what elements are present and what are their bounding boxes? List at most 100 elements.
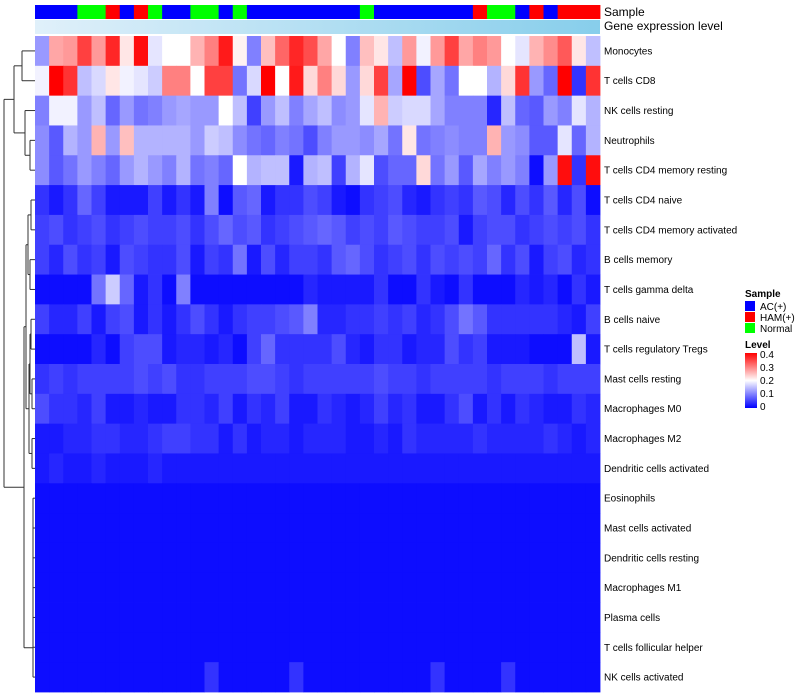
heatmap-cell <box>331 632 347 663</box>
heatmap-cell <box>162 244 177 275</box>
heatmap-cell <box>317 65 333 97</box>
heatmap-cell <box>162 483 177 514</box>
heatmap-cell <box>91 65 107 97</box>
heatmap-cell <box>91 364 107 395</box>
heatmap-cell <box>585 572 601 603</box>
heatmap-cell <box>119 214 135 246</box>
heatmap-cell <box>317 364 333 395</box>
heatmap-cell <box>487 483 502 514</box>
heatmap-cell <box>91 632 107 663</box>
sample-annotation-cell <box>515 5 530 19</box>
gene-expression-annotation-bar <box>35 20 600 34</box>
heatmap-cell <box>402 364 417 395</box>
heatmap-cell <box>35 65 50 97</box>
heatmap-cell <box>162 65 177 97</box>
row-label: T cells CD4 memory resting <box>604 166 727 177</box>
heatmap-cell <box>303 662 318 693</box>
heatmap-cell <box>133 334 149 365</box>
heatmap-cell <box>359 423 375 454</box>
heatmap-cell <box>487 244 502 275</box>
heatmap-cell <box>261 453 276 484</box>
heatmap-cell <box>49 542 64 574</box>
heatmap-cell <box>91 304 107 335</box>
heatmap-cell <box>35 364 50 395</box>
heatmap-cell <box>515 483 530 514</box>
heatmap-cell <box>162 36 177 67</box>
row-dendrogram <box>3 50 35 678</box>
heatmap-cell <box>204 423 220 454</box>
heatmap-cell <box>458 632 474 663</box>
heatmap-cell <box>359 274 375 305</box>
sample-annotation-cell <box>416 5 431 19</box>
heatmap-cell <box>105 155 121 186</box>
heatmap-cell <box>501 602 516 633</box>
heatmap-cell <box>77 453 92 484</box>
heatmap-cell <box>402 304 417 335</box>
heatmap-cell <box>303 36 318 67</box>
heatmap-cell <box>218 364 234 395</box>
heatmap-cell <box>246 274 262 305</box>
heatmap-cell <box>515 423 530 454</box>
sample-annotation-cell <box>105 5 121 19</box>
heatmap-cell <box>77 65 92 97</box>
heatmap-cell <box>105 95 121 126</box>
sample-annotation-cell <box>289 5 304 19</box>
heatmap-cell <box>331 65 347 97</box>
row-label: B cells naive <box>604 315 661 326</box>
heatmap-cell <box>119 453 135 484</box>
heatmap-cell <box>585 65 601 97</box>
heatmap-cell <box>388 542 403 574</box>
heatmap-cell <box>557 542 573 574</box>
heatmap-cell <box>571 214 587 246</box>
row-label: B cells memory <box>604 255 672 266</box>
heatmap-cell <box>232 453 248 484</box>
heatmap-cell <box>331 304 347 335</box>
heatmap-cell <box>77 632 92 663</box>
heatmap-cell <box>529 513 544 544</box>
heatmap-cell <box>529 364 544 395</box>
heatmap-cell <box>289 632 304 663</box>
heatmap-cell <box>543 662 559 693</box>
heatmap-cell <box>190 304 205 335</box>
heatmap-cell <box>275 602 290 633</box>
heatmap-cell <box>571 334 587 365</box>
heatmap-cell <box>289 483 304 514</box>
heatmap-cell <box>190 65 205 97</box>
heatmap-cell <box>162 155 177 186</box>
heatmap-cell <box>49 185 64 216</box>
heatmap-cell <box>105 304 121 335</box>
heatmap-cell <box>162 214 177 246</box>
heatmap-cell <box>162 572 177 603</box>
heatmap-cell <box>317 125 333 156</box>
heatmap-cell <box>190 572 205 603</box>
heatmap-cell <box>148 542 163 574</box>
heatmap-cell <box>571 513 587 544</box>
heatmap-cell <box>430 602 446 633</box>
heatmap-cell <box>176 542 191 574</box>
row-label: Dendritic cells activated <box>604 464 709 475</box>
heatmap-cell <box>416 572 431 603</box>
heatmap-cell <box>119 632 135 663</box>
heatmap-cell <box>119 65 135 97</box>
heatmap-cell <box>444 632 460 663</box>
heatmap-cell <box>275 274 290 305</box>
sample-annotation-cell <box>133 5 149 19</box>
heatmap-cell <box>571 364 587 395</box>
heatmap-cell <box>261 125 276 156</box>
heatmap-cell <box>529 393 544 425</box>
heatmap-cell <box>261 214 276 246</box>
heatmap-cell <box>289 155 304 186</box>
heatmap-cell <box>487 65 502 97</box>
heatmap-cell <box>317 334 333 365</box>
heatmap-cell <box>472 453 488 484</box>
heatmap-cell <box>571 155 587 186</box>
heatmap-cell <box>35 185 50 216</box>
heatmap-cell <box>374 274 389 305</box>
heatmap-cell <box>176 125 191 156</box>
heatmap-cell <box>472 542 488 574</box>
heatmap-cell <box>359 572 375 603</box>
heatmap-cell <box>218 632 234 663</box>
heatmap-cell <box>529 36 544 67</box>
heatmap-cell <box>261 185 276 216</box>
heatmap-cell <box>303 304 318 335</box>
